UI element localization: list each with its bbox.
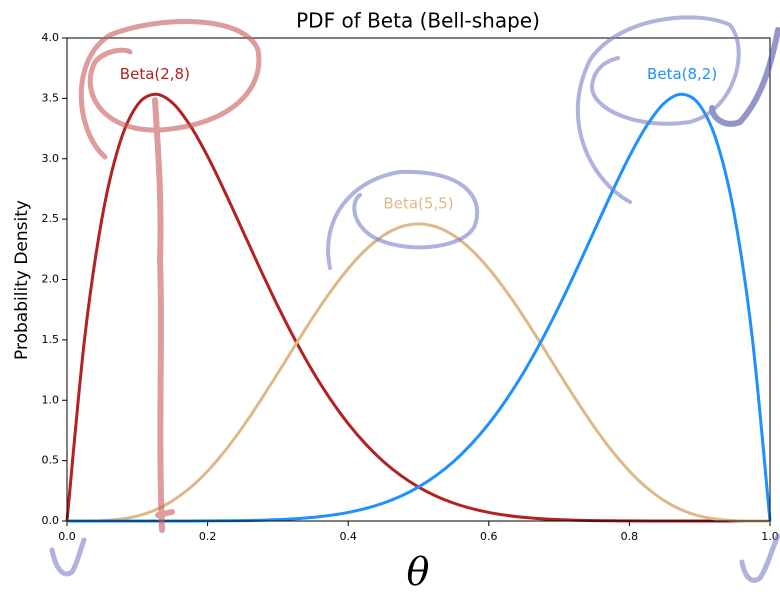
x-axis-label: θ <box>407 550 430 592</box>
y-tick-label: 0.5 <box>42 454 60 467</box>
x-tick-label: 0.4 <box>339 530 357 543</box>
scribble <box>155 100 172 530</box>
y-tick-label: 1.5 <box>42 333 60 346</box>
scribble <box>52 540 84 574</box>
series-label: Beta(2,8) <box>120 65 190 83</box>
plot-frame <box>67 38 770 521</box>
line-series <box>67 224 770 521</box>
y-tick-label: 2.5 <box>42 212 60 225</box>
series-label: Beta(5,5) <box>383 194 453 212</box>
scribble <box>328 172 477 268</box>
scribble <box>742 536 778 580</box>
scribble <box>712 30 778 124</box>
x-tick-label: 0.2 <box>199 530 217 543</box>
y-tick-label: 0.0 <box>42 514 60 527</box>
x-tick-label: 0.6 <box>480 530 498 543</box>
scribbles <box>52 17 778 580</box>
y-tick-label: 2.0 <box>42 273 60 286</box>
y-tick-label: 3.5 <box>42 91 60 104</box>
line-series <box>67 94 770 521</box>
x-tick-label: 0.8 <box>621 530 639 543</box>
y-axis-label: Probability Density <box>12 200 32 360</box>
series-label: Beta(8,2) <box>647 65 717 83</box>
y-tick-label: 4.0 <box>42 31 60 44</box>
chart: PDF of Beta (Bell-shape) Probability Den… <box>0 0 780 592</box>
scribble <box>81 21 259 157</box>
line-series <box>67 94 770 521</box>
chart-title: PDF of Beta (Bell-shape) <box>296 9 540 33</box>
y-tick-label: 3.0 <box>42 152 60 165</box>
y-tick-label: 1.0 <box>42 393 60 406</box>
x-tick-label: 0.0 <box>58 530 76 543</box>
